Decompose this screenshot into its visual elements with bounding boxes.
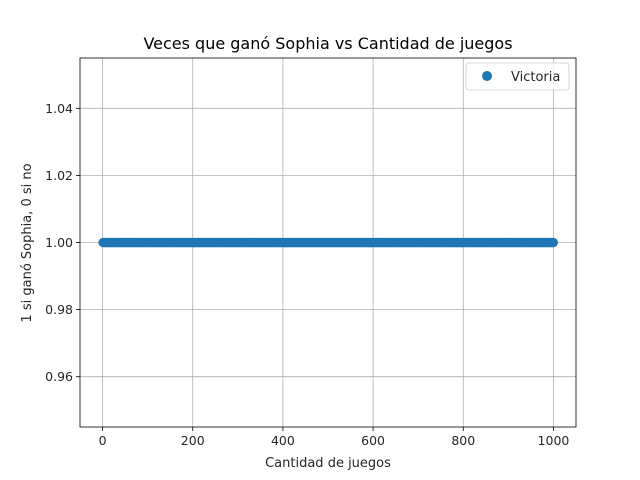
y-tick-label: 1.02 — [45, 168, 73, 183]
x-tick-label: 200 — [181, 433, 205, 448]
legend-marker-victoria — [482, 71, 492, 81]
y-axis: 0.96 0.98 1.00 1.02 1.04 — [45, 101, 80, 384]
x-tick-label: 0 — [99, 433, 107, 448]
legend-entry-victoria: Victoria — [511, 70, 560, 85]
x-axis-label: Cantidad de juegos — [265, 456, 391, 471]
y-axis-label: 1 si ganó Sophia, 0 si no — [20, 163, 35, 322]
x-tick-label: 1000 — [538, 433, 570, 448]
legend: Victoria — [465, 62, 570, 91]
chart-title: Veces que ganó Sophia vs Cantidad de jue… — [143, 34, 512, 53]
y-tick-label: 1.00 — [45, 235, 73, 250]
x-tick-label: 800 — [451, 433, 475, 448]
x-tick-label: 400 — [271, 433, 295, 448]
x-axis: 0 200 400 600 800 1000 — [99, 427, 570, 448]
y-tick-label: 1.04 — [45, 101, 73, 116]
y-tick-label: 0.98 — [45, 302, 73, 317]
series-victoria — [98, 237, 559, 248]
legend-box — [465, 62, 570, 91]
x-tick-label: 600 — [361, 433, 385, 448]
data-point — [548, 237, 559, 248]
y-tick-label: 0.96 — [45, 369, 73, 384]
